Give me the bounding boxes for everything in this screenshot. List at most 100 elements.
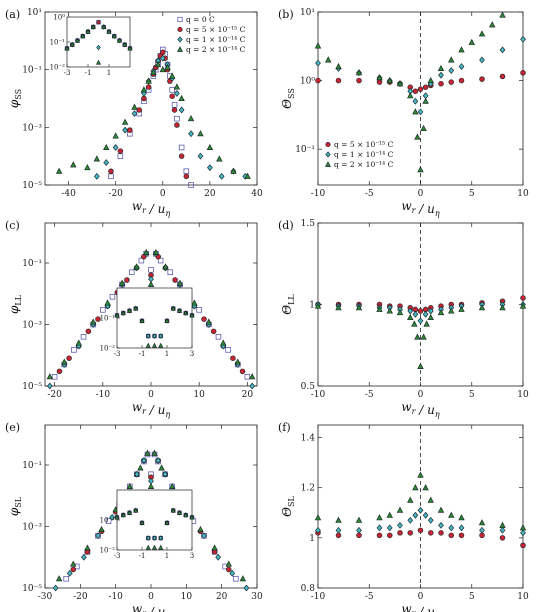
data-point xyxy=(210,328,217,335)
panel-label: (a) xyxy=(5,8,20,21)
y-axis-label-sub: SL xyxy=(14,496,23,507)
inset-data-point xyxy=(90,24,96,29)
data-point xyxy=(95,532,101,540)
x-axis-label-part: / xyxy=(146,403,156,417)
data-point xyxy=(70,566,77,573)
data-point xyxy=(55,167,63,174)
x-axis-label-part: w xyxy=(132,602,143,612)
inset-data-point xyxy=(120,310,126,316)
y-tick-label: 10¹ xyxy=(300,8,315,18)
data-point xyxy=(112,132,119,139)
y-tick-label: 10⁻³ xyxy=(22,321,42,331)
x-tick-label: -20 xyxy=(108,189,123,199)
data-point xyxy=(150,68,157,75)
data-point xyxy=(66,569,73,577)
y-axis-label-part: φ xyxy=(7,507,21,516)
inset-data-point xyxy=(183,310,189,316)
legend-marker xyxy=(325,151,331,158)
inset-x-tick-label: 1 xyxy=(107,69,111,77)
data-point xyxy=(56,368,63,375)
inset-x-tick-label: -3 xyxy=(64,69,71,77)
data-point xyxy=(468,38,475,45)
inset-data-point xyxy=(158,342,164,348)
data-point xyxy=(417,317,424,325)
x-axis-label: wr / uη xyxy=(401,199,440,218)
data-point xyxy=(46,373,54,380)
data-point xyxy=(84,544,91,551)
data-point xyxy=(220,339,227,346)
data-point xyxy=(122,126,128,134)
x-axis-label-part: u xyxy=(154,403,166,417)
data-point xyxy=(428,530,434,536)
data-point xyxy=(438,80,444,87)
data-point xyxy=(138,257,145,264)
data-point xyxy=(325,56,332,63)
inset-data-point xyxy=(189,312,195,318)
panel-label: (c) xyxy=(5,219,20,232)
data-point xyxy=(152,248,160,255)
x-tick-label: -5 xyxy=(365,390,374,400)
inset-data-point xyxy=(74,37,81,43)
data-point xyxy=(427,516,434,524)
data-point xyxy=(427,313,434,321)
data-point xyxy=(124,277,130,283)
data-point xyxy=(105,518,112,524)
data-point xyxy=(458,305,465,312)
inset-y-tick-label: 10⁰ xyxy=(53,14,65,22)
legend: q = 5 × 10⁻¹⁵ Cq = 1 × 10⁻¹⁴ Cq = 2 × 10… xyxy=(325,140,394,169)
x-tick-label: 0 xyxy=(418,189,424,199)
panel-label: (b) xyxy=(278,8,294,21)
data-point xyxy=(479,56,485,64)
data-point xyxy=(187,115,195,122)
data-point xyxy=(84,164,91,171)
data-point xyxy=(244,373,251,380)
data-point xyxy=(140,86,148,93)
inset-data-point xyxy=(101,24,107,29)
data-point xyxy=(157,257,164,264)
x-tick-label: -30 xyxy=(38,592,53,602)
data-point xyxy=(216,155,223,162)
data-point xyxy=(201,532,207,540)
data-point xyxy=(126,482,134,490)
legend-entry: q = 2 × 10⁻¹⁴ C xyxy=(186,45,246,54)
data-point xyxy=(396,80,404,87)
data-point xyxy=(397,521,403,529)
data-point xyxy=(386,511,393,518)
x-tick-label: -5 xyxy=(365,189,374,199)
data-point xyxy=(159,54,166,62)
data-point xyxy=(417,108,424,116)
data-point xyxy=(151,449,158,456)
data-point xyxy=(225,566,232,573)
inset-data-point xyxy=(139,317,145,323)
data-point xyxy=(376,305,383,312)
data-point xyxy=(478,30,486,37)
data-point xyxy=(233,575,239,582)
data-point xyxy=(75,339,82,346)
data-point xyxy=(417,471,424,478)
data-point xyxy=(230,355,236,361)
data-point xyxy=(499,304,506,311)
data-point xyxy=(499,11,506,18)
inset-data-point xyxy=(64,45,70,51)
data-point xyxy=(197,130,204,137)
x-axis-label-sub: η xyxy=(435,410,440,419)
data-point xyxy=(117,148,124,154)
y-axis-label-sub: LL xyxy=(14,294,23,305)
panel-b: -10 -5 0 5 10 10⁻¹ 10⁰ 10¹ q = 5 × 10⁻¹⁵ Cq = 1 … xyxy=(278,8,529,218)
y-tick-label: 10⁻³ xyxy=(22,123,42,133)
data-point xyxy=(499,73,506,80)
x-axis-label-sub: r xyxy=(412,206,417,215)
data-point xyxy=(201,316,207,322)
data-point xyxy=(422,484,429,491)
y-tick-label: 10⁻⁵ xyxy=(22,382,42,392)
x-axis-label-part: w xyxy=(132,400,143,414)
data-point xyxy=(211,544,218,551)
data-point xyxy=(70,161,77,168)
y-tick-label: 1 xyxy=(309,534,315,544)
data-point xyxy=(71,347,77,353)
x-tick-label: 0 xyxy=(418,390,424,400)
x-tick-label: 0 xyxy=(418,592,424,602)
legend-entry: q = 1 × 10⁻¹⁴ C xyxy=(334,150,394,159)
x-tick-label: 40 xyxy=(251,189,263,199)
